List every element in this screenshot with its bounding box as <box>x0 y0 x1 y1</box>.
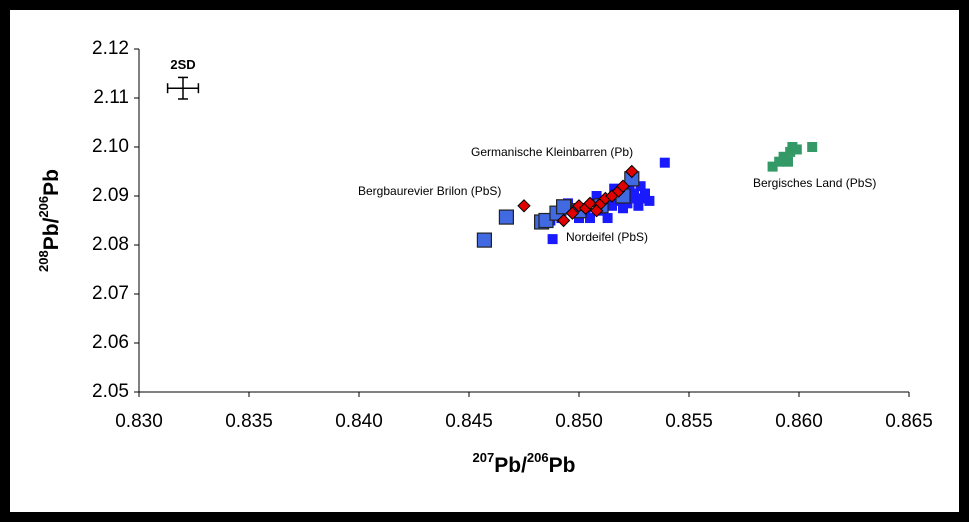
x-tick-label: 0.865 <box>885 411 933 432</box>
point <box>565 206 580 220</box>
x-tick-label: 0.850 <box>555 411 603 432</box>
point <box>583 196 597 211</box>
x-tick-label: 0.840 <box>335 411 383 432</box>
ylabel-part: 208 <box>36 250 51 272</box>
point <box>555 199 572 215</box>
point <box>616 179 630 193</box>
point <box>625 164 639 179</box>
point <box>807 142 818 152</box>
ylabel-part: Pb <box>40 169 63 196</box>
y-tick-label: 2.07 <box>92 283 129 304</box>
ylabel-title: 208Pb/206Pb <box>36 169 63 272</box>
x-tick-label: 0.830 <box>115 411 163 432</box>
error-bar-label: 2SD <box>170 57 195 72</box>
point <box>591 191 602 201</box>
y-tick-label: 2.12 <box>92 38 129 59</box>
chart-background <box>10 10 959 512</box>
series-label: Nordeifel (PbS) <box>566 230 648 244</box>
point <box>547 234 558 245</box>
xlabel-part: 206 <box>527 450 549 465</box>
series-label: Bergisches Land (PbS) <box>753 176 876 190</box>
ylabel-part: Pb/ <box>40 217 63 250</box>
x-tick-label: 0.860 <box>775 411 823 432</box>
xlabel-part: Pb/ <box>494 454 527 477</box>
series-label: Bergbaurevier Brilon (PbS) <box>358 184 501 198</box>
y-tick-label: 2.10 <box>92 136 129 157</box>
point <box>517 199 531 213</box>
x-tick-label: 0.845 <box>445 411 493 432</box>
point <box>633 200 644 211</box>
point <box>618 203 628 214</box>
y-tick-label: 2.06 <box>92 332 129 353</box>
xlabel-part: Pb <box>549 454 576 477</box>
point <box>640 188 650 199</box>
point <box>602 213 613 224</box>
point <box>635 181 646 192</box>
y-tick-label: 2.08 <box>92 234 129 255</box>
point <box>609 183 620 194</box>
xlabel-title: 207Pb/206Pb <box>473 450 576 477</box>
point <box>607 200 617 211</box>
point <box>644 195 655 206</box>
y-tick-label: 2.11 <box>93 87 129 108</box>
y-tick-label: 2.09 <box>92 185 129 206</box>
point <box>791 144 802 155</box>
point <box>631 193 642 204</box>
point <box>767 161 778 172</box>
point <box>498 209 514 225</box>
x-tick-label: 0.855 <box>665 411 713 432</box>
point <box>659 157 670 168</box>
y-tick-label: 2.05 <box>92 381 129 402</box>
point <box>556 213 571 228</box>
point <box>783 156 793 167</box>
ylabel-part: 206 <box>36 196 51 218</box>
x-tick-label: 0.835 <box>225 411 273 432</box>
point <box>476 232 492 248</box>
series-label: Germanische Kleinbarren (Pb) <box>471 145 633 159</box>
xlabel-part: 207 <box>473 450 495 465</box>
